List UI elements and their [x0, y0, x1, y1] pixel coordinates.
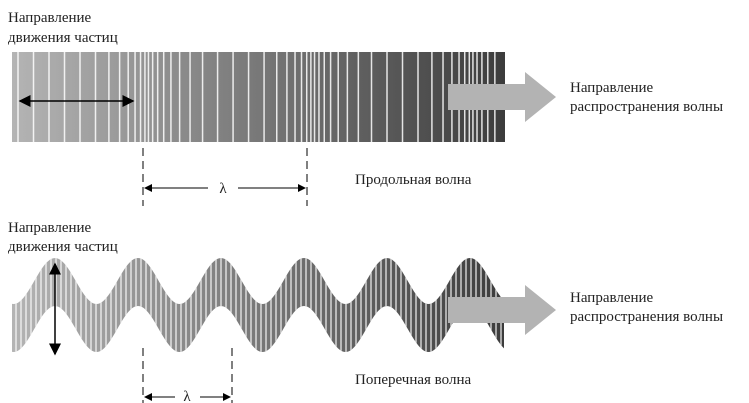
label: распространения волны	[570, 309, 723, 325]
label: Направление	[570, 290, 654, 306]
label: Направление	[8, 10, 92, 26]
wave-diagram: Направление движения частиц Направление …	[0, 0, 749, 403]
label: Направление	[570, 80, 654, 96]
label: распространения волны	[570, 99, 723, 115]
caption: Поперечная волна	[355, 372, 471, 388]
medium-band	[12, 52, 505, 142]
label: движения частиц	[8, 239, 118, 255]
label: движения частиц	[8, 30, 118, 46]
caption: Продольная волна	[355, 172, 472, 188]
label: Направление	[8, 220, 92, 236]
lambda: λ	[219, 181, 227, 197]
lambda: λ	[183, 389, 191, 403]
